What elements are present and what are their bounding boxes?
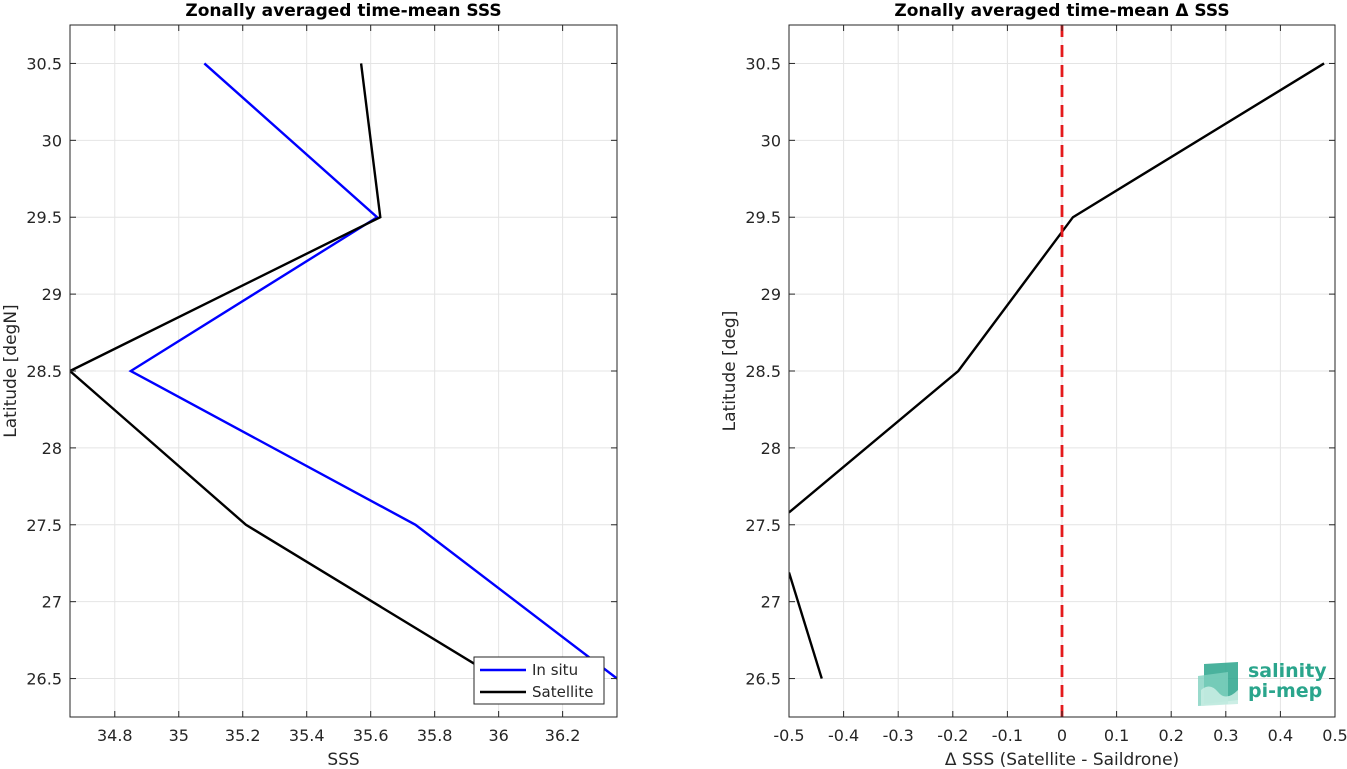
y-tick-label: 26.5: [26, 670, 62, 689]
y-tick-label: 28.5: [745, 362, 781, 381]
delta-sss-series-line: [789, 572, 823, 679]
x-axis-label: Δ SSS (Satellite - Saildrone): [945, 750, 1179, 769]
y-tick-label: 29.5: [745, 208, 781, 227]
x-tick-label: -0.5: [773, 726, 804, 745]
legend-box: [473, 656, 605, 705]
y-tick-label: 26.5: [745, 670, 781, 689]
y-tick-label: 29: [761, 285, 781, 304]
y-tick-label: 27.5: [745, 516, 781, 535]
y-tick-label: 28.5: [26, 362, 62, 381]
x-tick-label: -0.2: [937, 726, 968, 745]
y-tick-label: 27: [42, 593, 62, 612]
satellite-series-line: [70, 63, 500, 680]
x-tick-label: 0.4: [1268, 726, 1293, 745]
x-tick-label: -0.4: [828, 726, 859, 745]
y-tick-label: 28: [761, 439, 781, 458]
x-tick-label: 0.5: [1322, 726, 1347, 745]
x-tick-label: 35: [169, 726, 189, 745]
x-tick-label: 0.2: [1158, 726, 1183, 745]
x-tick-label: -0.1: [992, 726, 1023, 745]
y-tick-label: 27.5: [26, 516, 62, 535]
x-tick-label: 0.3: [1213, 726, 1238, 745]
y-tick-label: 29.5: [26, 208, 62, 227]
plot-area: [789, 62, 1325, 679]
x-tick-label: 35.6: [353, 726, 389, 745]
x-tick-label: 0.1: [1104, 726, 1129, 745]
x-tick-label: 35.4: [289, 726, 325, 745]
logo-line2: pi-mep: [1248, 680, 1322, 702]
y-tick-label: 29: [42, 285, 62, 304]
x-tick-label: 35.8: [417, 726, 453, 745]
y-tick-label: 30.5: [745, 54, 781, 73]
legend: In situ Satellite: [473, 656, 605, 705]
chart-title: Zonally averaged time-mean SSS: [185, 1, 501, 21]
x-tick-label: 36.2: [545, 726, 581, 745]
y-axis-label: Latitude [degN]: [1, 304, 21, 437]
salinity-pi-mep-logo: salinity pi-mep: [1198, 660, 1327, 706]
delta-sss-panel: -0.5 -0.4 -0.3 -0.2 -0.1 0 0.1 0.2 0.3 0.4 0.5 26.5…: [720, 1, 1347, 769]
plot-area: [70, 62, 617, 680]
x-tick-label: 34.8: [97, 726, 133, 745]
x-tick-label: 35.2: [225, 726, 261, 745]
x-tick-label: 0: [1057, 726, 1067, 745]
y-tick-label: 30.5: [26, 54, 62, 73]
logo-line1: salinity: [1248, 660, 1327, 682]
delta-sss-series-line: [789, 62, 1325, 514]
y-tick-label: 30: [42, 131, 62, 150]
y-tick-label: 30: [761, 131, 781, 150]
x-tick-label: 36: [488, 726, 508, 745]
y-axis-label: Latitude [deg]: [720, 311, 740, 432]
x-tick-label: -0.3: [883, 726, 914, 745]
x-axis-label: SSS: [327, 750, 359, 769]
legend-label: In situ: [532, 661, 578, 679]
sss-panel: 34.8 35 35.2 35.4 35.6 35.8 36 36.2 26.5 27 27.5 28…: [1, 1, 618, 769]
y-tick-label: 28: [42, 439, 62, 458]
y-tick-label: 27: [761, 593, 781, 612]
chart-title: Zonally averaged time-mean Δ SSS: [894, 1, 1229, 21]
legend-label: Satellite: [532, 683, 593, 701]
in-situ-series-line: [128, 62, 617, 680]
